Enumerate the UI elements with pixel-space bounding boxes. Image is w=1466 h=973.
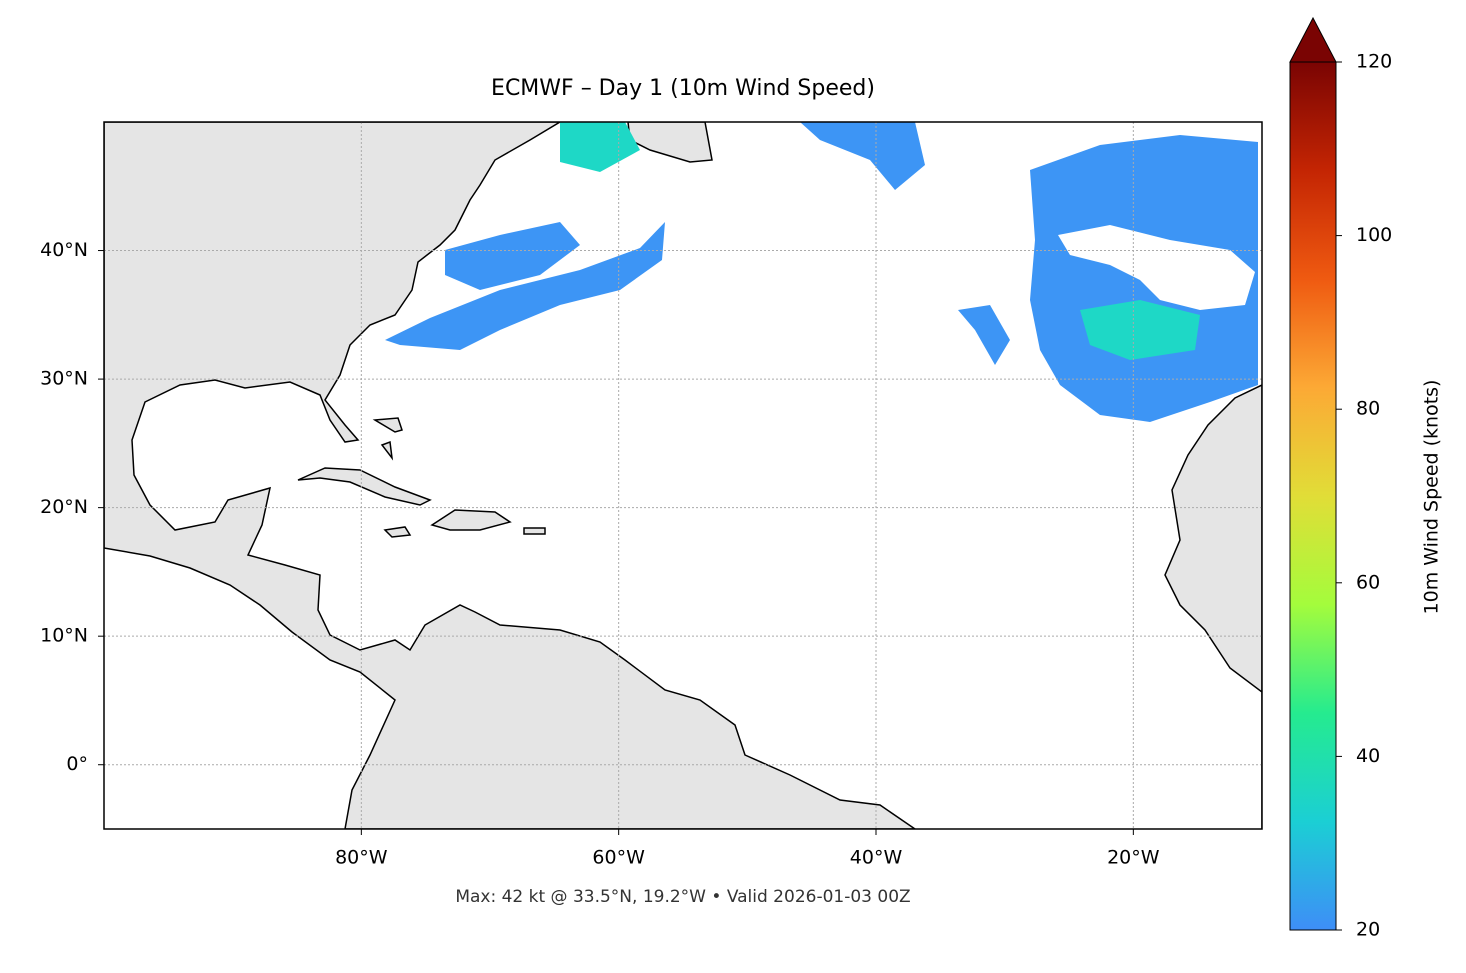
y-tick-label: 40°N: [40, 239, 88, 261]
overlay: [104, 122, 1262, 829]
colorbar-tick-label: 80: [1356, 398, 1380, 420]
colorbar-tick-label: 40: [1356, 745, 1380, 767]
jamaica: [383, 526, 412, 538]
x-tick-label: 40°W: [850, 847, 903, 869]
colorbar: [1289, 61, 1337, 931]
x-tick-label: 20°W: [1107, 847, 1160, 869]
colorbar-label: 10m Wind Speed (knots): [1421, 380, 1443, 615]
cuba: [297, 467, 432, 506]
colorbar-tick-label: 60: [1356, 571, 1380, 593]
x-tick-label: 60°W: [592, 847, 645, 869]
bahamas: [372, 417, 403, 461]
y-tick-label: 10°N: [40, 625, 88, 647]
y-tick-label: 30°N: [40, 368, 88, 390]
map-frame: [103, 121, 1263, 830]
map-area: [104, 122, 1262, 829]
africa: [1164, 384, 1262, 829]
y-tick-label: 0°: [66, 753, 88, 775]
colorbar-tick-label: 120: [1356, 51, 1392, 73]
hispaniola: [430, 509, 512, 531]
americas: [104, 122, 917, 829]
colorbar-extend: [1289, 16, 1337, 63]
colorbar-tick-label: 100: [1356, 224, 1392, 246]
colorbar-tick-label: 20: [1356, 919, 1380, 941]
wind-field: [385, 122, 1258, 422]
x-tick-label: 80°W: [335, 847, 388, 869]
y-tick-label: 20°N: [40, 496, 88, 518]
puerto-rico: [523, 527, 546, 535]
chart-title: ECMWF – Day 1 (10m Wind Speed): [491, 76, 875, 101]
footer-note: Max: 42 kt @ 33.5°N, 19.2°W • Valid 2026…: [455, 887, 910, 907]
